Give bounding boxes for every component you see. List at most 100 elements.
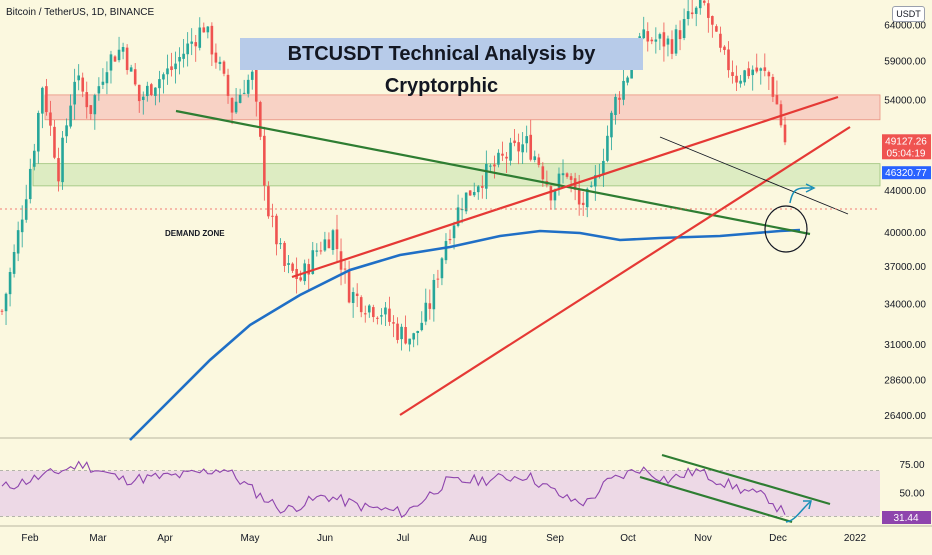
candle-body: [343, 268, 347, 270]
candle-body: [400, 326, 403, 340]
candle-body: [113, 56, 117, 62]
candle-body: [525, 136, 528, 144]
countdown-tag-bg: [882, 146, 931, 160]
candle-body: [759, 68, 763, 71]
candle-body: [783, 124, 787, 143]
candle-body: [109, 54, 113, 71]
candle-body: [408, 338, 411, 345]
candle-body: [250, 71, 254, 80]
candle-body: [594, 175, 597, 187]
candle-body: [553, 189, 557, 201]
red-lower-trendline: [399, 126, 851, 416]
candle-body: [577, 188, 581, 205]
candle-body: [731, 72, 734, 76]
current-price-tag-bg: [882, 134, 931, 148]
candle-body: [751, 69, 755, 76]
candle-body: [73, 81, 76, 105]
candle-body: [32, 150, 36, 167]
candle-body: [602, 160, 605, 175]
candle-body: [214, 52, 218, 63]
candle-body: [28, 168, 32, 200]
candle-body: [694, 7, 698, 14]
candle-body: [158, 79, 161, 89]
candles-layer: [0, 0, 787, 352]
candle-body: [561, 173, 565, 176]
rsi-y-tick-1: 50.00: [899, 489, 924, 500]
candle-body: [707, 3, 710, 18]
candle-body: [380, 315, 383, 317]
x-tick-4: Jun: [317, 533, 333, 544]
candle-body: [654, 39, 658, 42]
y-tick-3: 64000.00: [884, 21, 926, 32]
candle-body: [121, 47, 125, 52]
y-tick-7: 44000.00: [884, 186, 926, 197]
candle-body: [141, 96, 145, 101]
candle-body: [747, 68, 750, 77]
candle-body: [727, 49, 730, 71]
x-tick-8: Oct: [620, 533, 636, 544]
x-tick-7: Sep: [546, 533, 564, 544]
candle-body: [299, 277, 302, 281]
candle-body: [771, 76, 775, 97]
candle-body: [283, 242, 286, 266]
candle-body: [0, 310, 4, 312]
candle-body: [412, 333, 415, 340]
candle-body: [444, 241, 448, 261]
rsi-projection-arrow: [785, 501, 811, 523]
candle-body: [150, 84, 153, 96]
candle-body: [549, 186, 553, 201]
rsi-lower-channel: [639, 475, 793, 524]
candle-body: [206, 26, 210, 33]
candle-body: [49, 112, 52, 126]
candle-body: [89, 105, 93, 115]
candle-body: [198, 27, 202, 48]
chart-title: BTCUSDT Technical Analysis by Cryptorphi…: [240, 38, 643, 97]
candle-body: [246, 79, 250, 94]
candle-body: [472, 192, 476, 196]
red-upper-trendline: [291, 95, 839, 279]
candle-body: [670, 39, 674, 54]
highlight-circle: [764, 205, 808, 253]
candle-body: [565, 173, 569, 177]
candle-body: [319, 250, 323, 252]
candle-body: [170, 66, 173, 71]
moving-average-line: [129, 228, 801, 441]
y-tick-12: 28600.00: [884, 376, 926, 387]
candle-body: [363, 313, 367, 315]
candle-body: [428, 303, 432, 309]
candle-body: [20, 219, 24, 233]
candle-body: [533, 156, 537, 160]
candle-body: [254, 69, 258, 102]
candle-body: [190, 41, 193, 44]
candle-body: [698, 0, 702, 9]
candle-body: [331, 230, 335, 250]
candle-body: [166, 68, 169, 75]
countdown-tag: 05:04:19: [887, 148, 926, 159]
candle-body: [618, 97, 621, 100]
candle-body: [315, 250, 319, 252]
candle-body: [480, 186, 484, 188]
candle-body: [65, 125, 68, 137]
ma-value-tag: 46320.77: [885, 168, 927, 179]
rsi-layer: [0, 453, 880, 524]
candle-body: [238, 94, 242, 103]
candle-body: [355, 293, 359, 296]
candle-body: [557, 173, 561, 188]
candle-body: [117, 49, 121, 61]
candle-body: [259, 102, 262, 137]
candle-body: [505, 156, 508, 159]
currency-badge[interactable]: USDT: [892, 6, 925, 22]
candle-body: [456, 207, 460, 226]
candle-body: [739, 80, 742, 84]
candle-body: [452, 225, 456, 239]
candle-body: [154, 87, 157, 96]
candle-body: [485, 163, 488, 189]
rsi-upper-channel: [661, 453, 831, 506]
candle-body: [690, 12, 694, 15]
candle-body: [93, 95, 97, 115]
zones-layer: [32, 94, 881, 187]
candle-body: [222, 61, 226, 74]
projection-arrowhead-main: [805, 183, 816, 193]
candle-body: [646, 31, 650, 42]
